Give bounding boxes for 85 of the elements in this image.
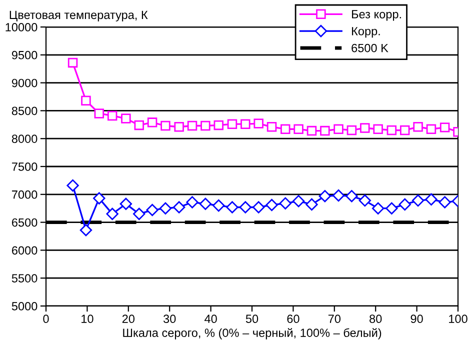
point [438,196,451,208]
point [68,58,78,68]
point [252,201,265,214]
y-tick-label: 7500 [12,162,38,171]
point [172,201,186,214]
point [332,189,345,202]
point [280,124,290,134]
x-axis-title: Шкала серого, % (0% – черный, 100% – белый) [123,328,382,340]
y-tick-label: 10000 [6,23,38,32]
point [320,126,330,136]
point [398,198,411,211]
point [200,120,210,131]
y-tick-label: 8500 [12,106,38,116]
point [373,124,383,134]
point [279,197,292,210]
point [160,120,170,131]
x-tick-label: 40 [204,314,217,324]
point [386,125,397,136]
x-tick-label: 20 [122,314,135,324]
point [254,118,264,128]
x-tick-label: 60 [287,314,300,324]
point [146,204,158,216]
y-tick-label: 7000 [12,190,38,199]
point [159,202,172,214]
legend-label: 6500 K [352,44,388,52]
point [133,208,146,220]
point [94,108,104,118]
y-tick-label: 5500 [12,274,38,282]
point [212,199,225,212]
point [239,201,252,214]
point [266,198,278,212]
legend-label: Без корр. [352,10,401,21]
y-tick-label: 5000 [12,302,38,310]
point [440,122,450,132]
point [346,190,358,202]
point [306,198,318,211]
point [186,196,198,208]
point [240,119,250,129]
point [106,208,118,220]
point [412,194,424,207]
x-tick-label: 50 [246,314,258,324]
y-tick-label: 6500 [12,218,38,227]
point [292,195,305,208]
point [199,198,212,210]
point [346,125,357,136]
legend-label: Корр. [352,27,380,38]
point [358,194,371,207]
point [134,120,144,130]
x-tick-label: 10 [82,314,94,324]
y-tick-label: 8000 [12,134,38,143]
point [294,124,304,134]
point [214,120,224,130]
point [400,125,410,136]
point [187,120,198,131]
y-axis-title: Цветовая температура, К [10,10,148,22]
point [81,96,91,106]
y-tick-label: 6000 [12,246,38,255]
point [372,202,384,214]
x-tick-label: 30 [163,314,176,324]
point [425,193,438,206]
point [334,124,344,134]
point [120,198,132,210]
point [227,119,238,129]
x-tick-label: 100 [449,314,468,324]
y-tick-label: 9000 [12,78,38,88]
point [80,224,92,236]
point [174,122,184,132]
point [266,122,277,132]
point [66,179,79,192]
point [93,192,106,204]
point [413,122,423,132]
point [386,202,398,214]
point [121,114,131,124]
point [360,123,370,133]
y-tick-label: 9500 [12,50,38,60]
point [306,126,317,136]
point [318,190,332,202]
point [226,201,238,214]
x-tick-label: 0 [43,314,49,324]
point [107,110,118,121]
point [426,124,436,134]
point [147,118,158,128]
x-tick-label: 90 [410,314,423,324]
x-tick-label: 70 [328,314,341,324]
x-tick-label: 80 [370,314,382,324]
